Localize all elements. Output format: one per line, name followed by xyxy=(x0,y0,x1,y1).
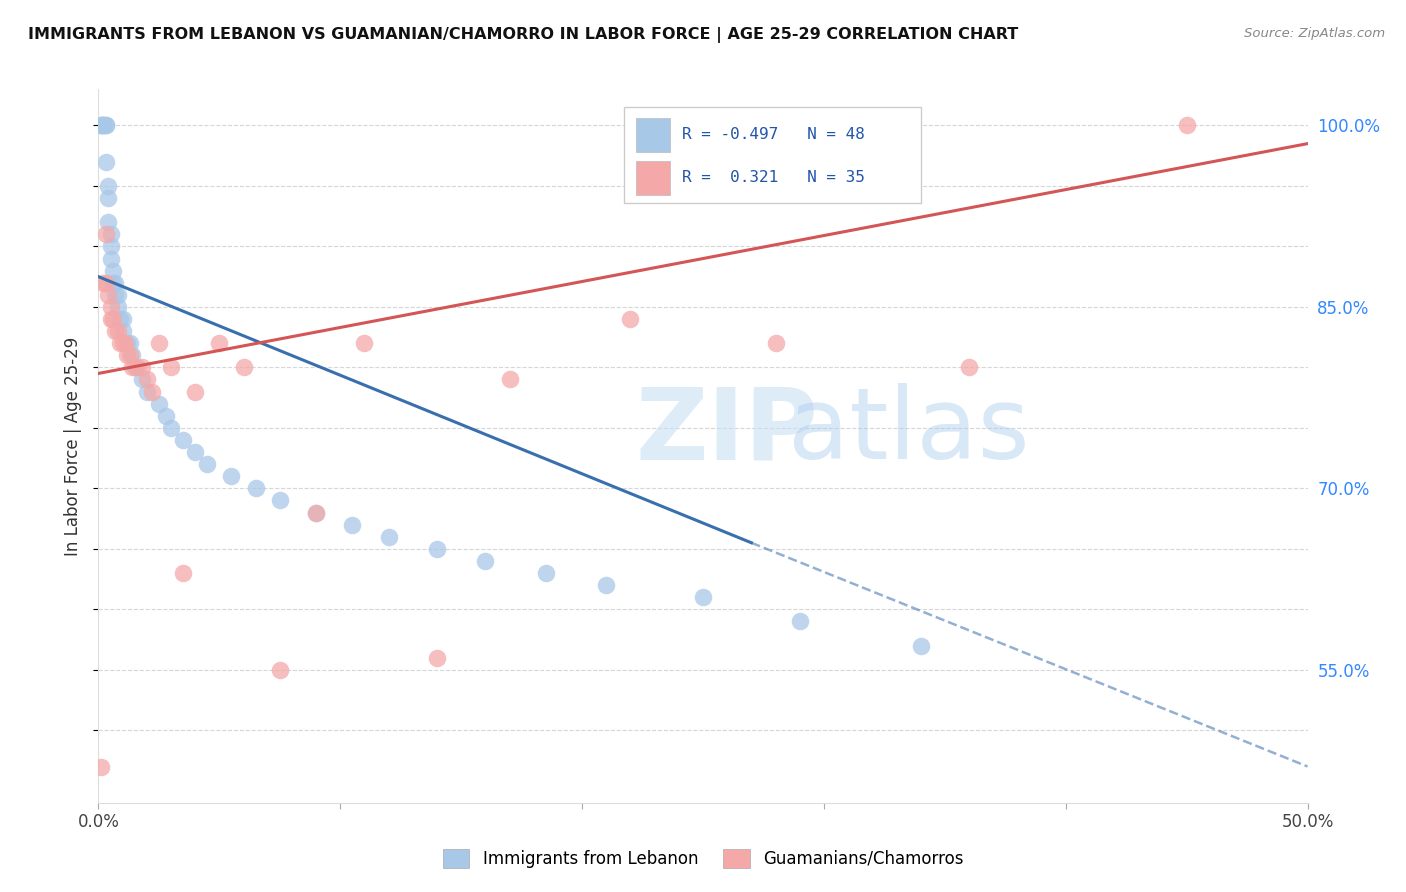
Point xyxy=(172,566,194,580)
FancyBboxPatch shape xyxy=(637,161,671,194)
Point xyxy=(353,336,375,351)
Point xyxy=(498,372,520,386)
Point xyxy=(107,324,129,338)
Point xyxy=(426,650,449,665)
Point xyxy=(104,324,127,338)
Point xyxy=(97,191,120,205)
Point xyxy=(91,119,114,133)
Legend: Immigrants from Lebanon, Guamanians/Chamorros: Immigrants from Lebanon, Guamanians/Cham… xyxy=(436,842,970,875)
Point xyxy=(100,300,122,314)
Point xyxy=(765,336,787,351)
Point xyxy=(97,215,120,229)
Point xyxy=(789,615,811,629)
Point xyxy=(377,530,399,544)
Point xyxy=(426,541,449,556)
Point xyxy=(172,433,194,447)
Point xyxy=(111,312,134,326)
Point xyxy=(108,336,131,351)
Text: IMMIGRANTS FROM LEBANON VS GUAMANIAN/CHAMORRO IN LABOR FORCE | AGE 25-29 CORRELA: IMMIGRANTS FROM LEBANON VS GUAMANIAN/CHA… xyxy=(28,27,1018,43)
Point xyxy=(141,384,163,399)
Point xyxy=(160,360,183,375)
Point xyxy=(97,288,120,302)
Point xyxy=(221,469,243,483)
Point xyxy=(91,119,114,133)
Point xyxy=(124,360,146,375)
Point xyxy=(100,227,122,242)
Point xyxy=(195,457,218,471)
Point xyxy=(97,178,120,193)
Point xyxy=(111,324,134,338)
Point xyxy=(108,312,131,326)
Point xyxy=(91,119,114,133)
Text: ZIP: ZIP xyxy=(636,384,818,480)
Point xyxy=(135,384,157,399)
Point xyxy=(107,288,129,302)
Point xyxy=(245,481,267,495)
Point xyxy=(101,312,124,326)
Point xyxy=(90,119,112,133)
Point xyxy=(910,639,932,653)
Point xyxy=(305,506,328,520)
Text: R =  0.321   N = 35: R = 0.321 N = 35 xyxy=(682,170,865,186)
Point xyxy=(534,566,557,580)
Y-axis label: In Labor Force | Age 25-29: In Labor Force | Age 25-29 xyxy=(65,336,83,556)
Point xyxy=(148,336,170,351)
Point xyxy=(131,360,153,375)
Point xyxy=(131,372,153,386)
Point xyxy=(101,276,124,290)
Point xyxy=(104,276,127,290)
Point xyxy=(118,336,141,351)
Point xyxy=(94,119,117,133)
Point xyxy=(101,263,124,277)
Point xyxy=(117,348,139,362)
Text: R = -0.497   N = 48: R = -0.497 N = 48 xyxy=(682,128,865,143)
Point xyxy=(94,154,117,169)
Point xyxy=(91,276,114,290)
Point xyxy=(148,397,170,411)
Point xyxy=(107,300,129,314)
Point xyxy=(94,276,117,290)
Point xyxy=(269,663,291,677)
Point xyxy=(121,348,143,362)
Point xyxy=(342,517,364,532)
Point xyxy=(160,421,183,435)
Point xyxy=(619,312,641,326)
Point xyxy=(121,360,143,375)
Point xyxy=(94,119,117,133)
Point xyxy=(232,360,254,375)
Point xyxy=(184,384,207,399)
Point xyxy=(90,759,112,773)
Text: Source: ZipAtlas.com: Source: ZipAtlas.com xyxy=(1244,27,1385,40)
FancyBboxPatch shape xyxy=(637,118,671,152)
Point xyxy=(90,119,112,133)
Point xyxy=(100,252,122,266)
Point xyxy=(692,590,714,604)
Point xyxy=(155,409,177,423)
Point xyxy=(127,360,149,375)
Point xyxy=(474,554,496,568)
Point xyxy=(208,336,231,351)
Point xyxy=(114,336,136,351)
Point xyxy=(1175,119,1198,133)
FancyBboxPatch shape xyxy=(624,107,921,203)
Text: atlas: atlas xyxy=(787,384,1029,480)
Point xyxy=(957,360,980,375)
Point xyxy=(118,348,141,362)
Point xyxy=(100,312,122,326)
Point xyxy=(117,336,139,351)
Point xyxy=(104,288,127,302)
Point xyxy=(135,372,157,386)
Point xyxy=(100,239,122,253)
Point xyxy=(305,506,328,520)
Point xyxy=(111,336,134,351)
Point xyxy=(94,227,117,242)
Point xyxy=(595,578,617,592)
Point xyxy=(269,493,291,508)
Point xyxy=(184,445,207,459)
